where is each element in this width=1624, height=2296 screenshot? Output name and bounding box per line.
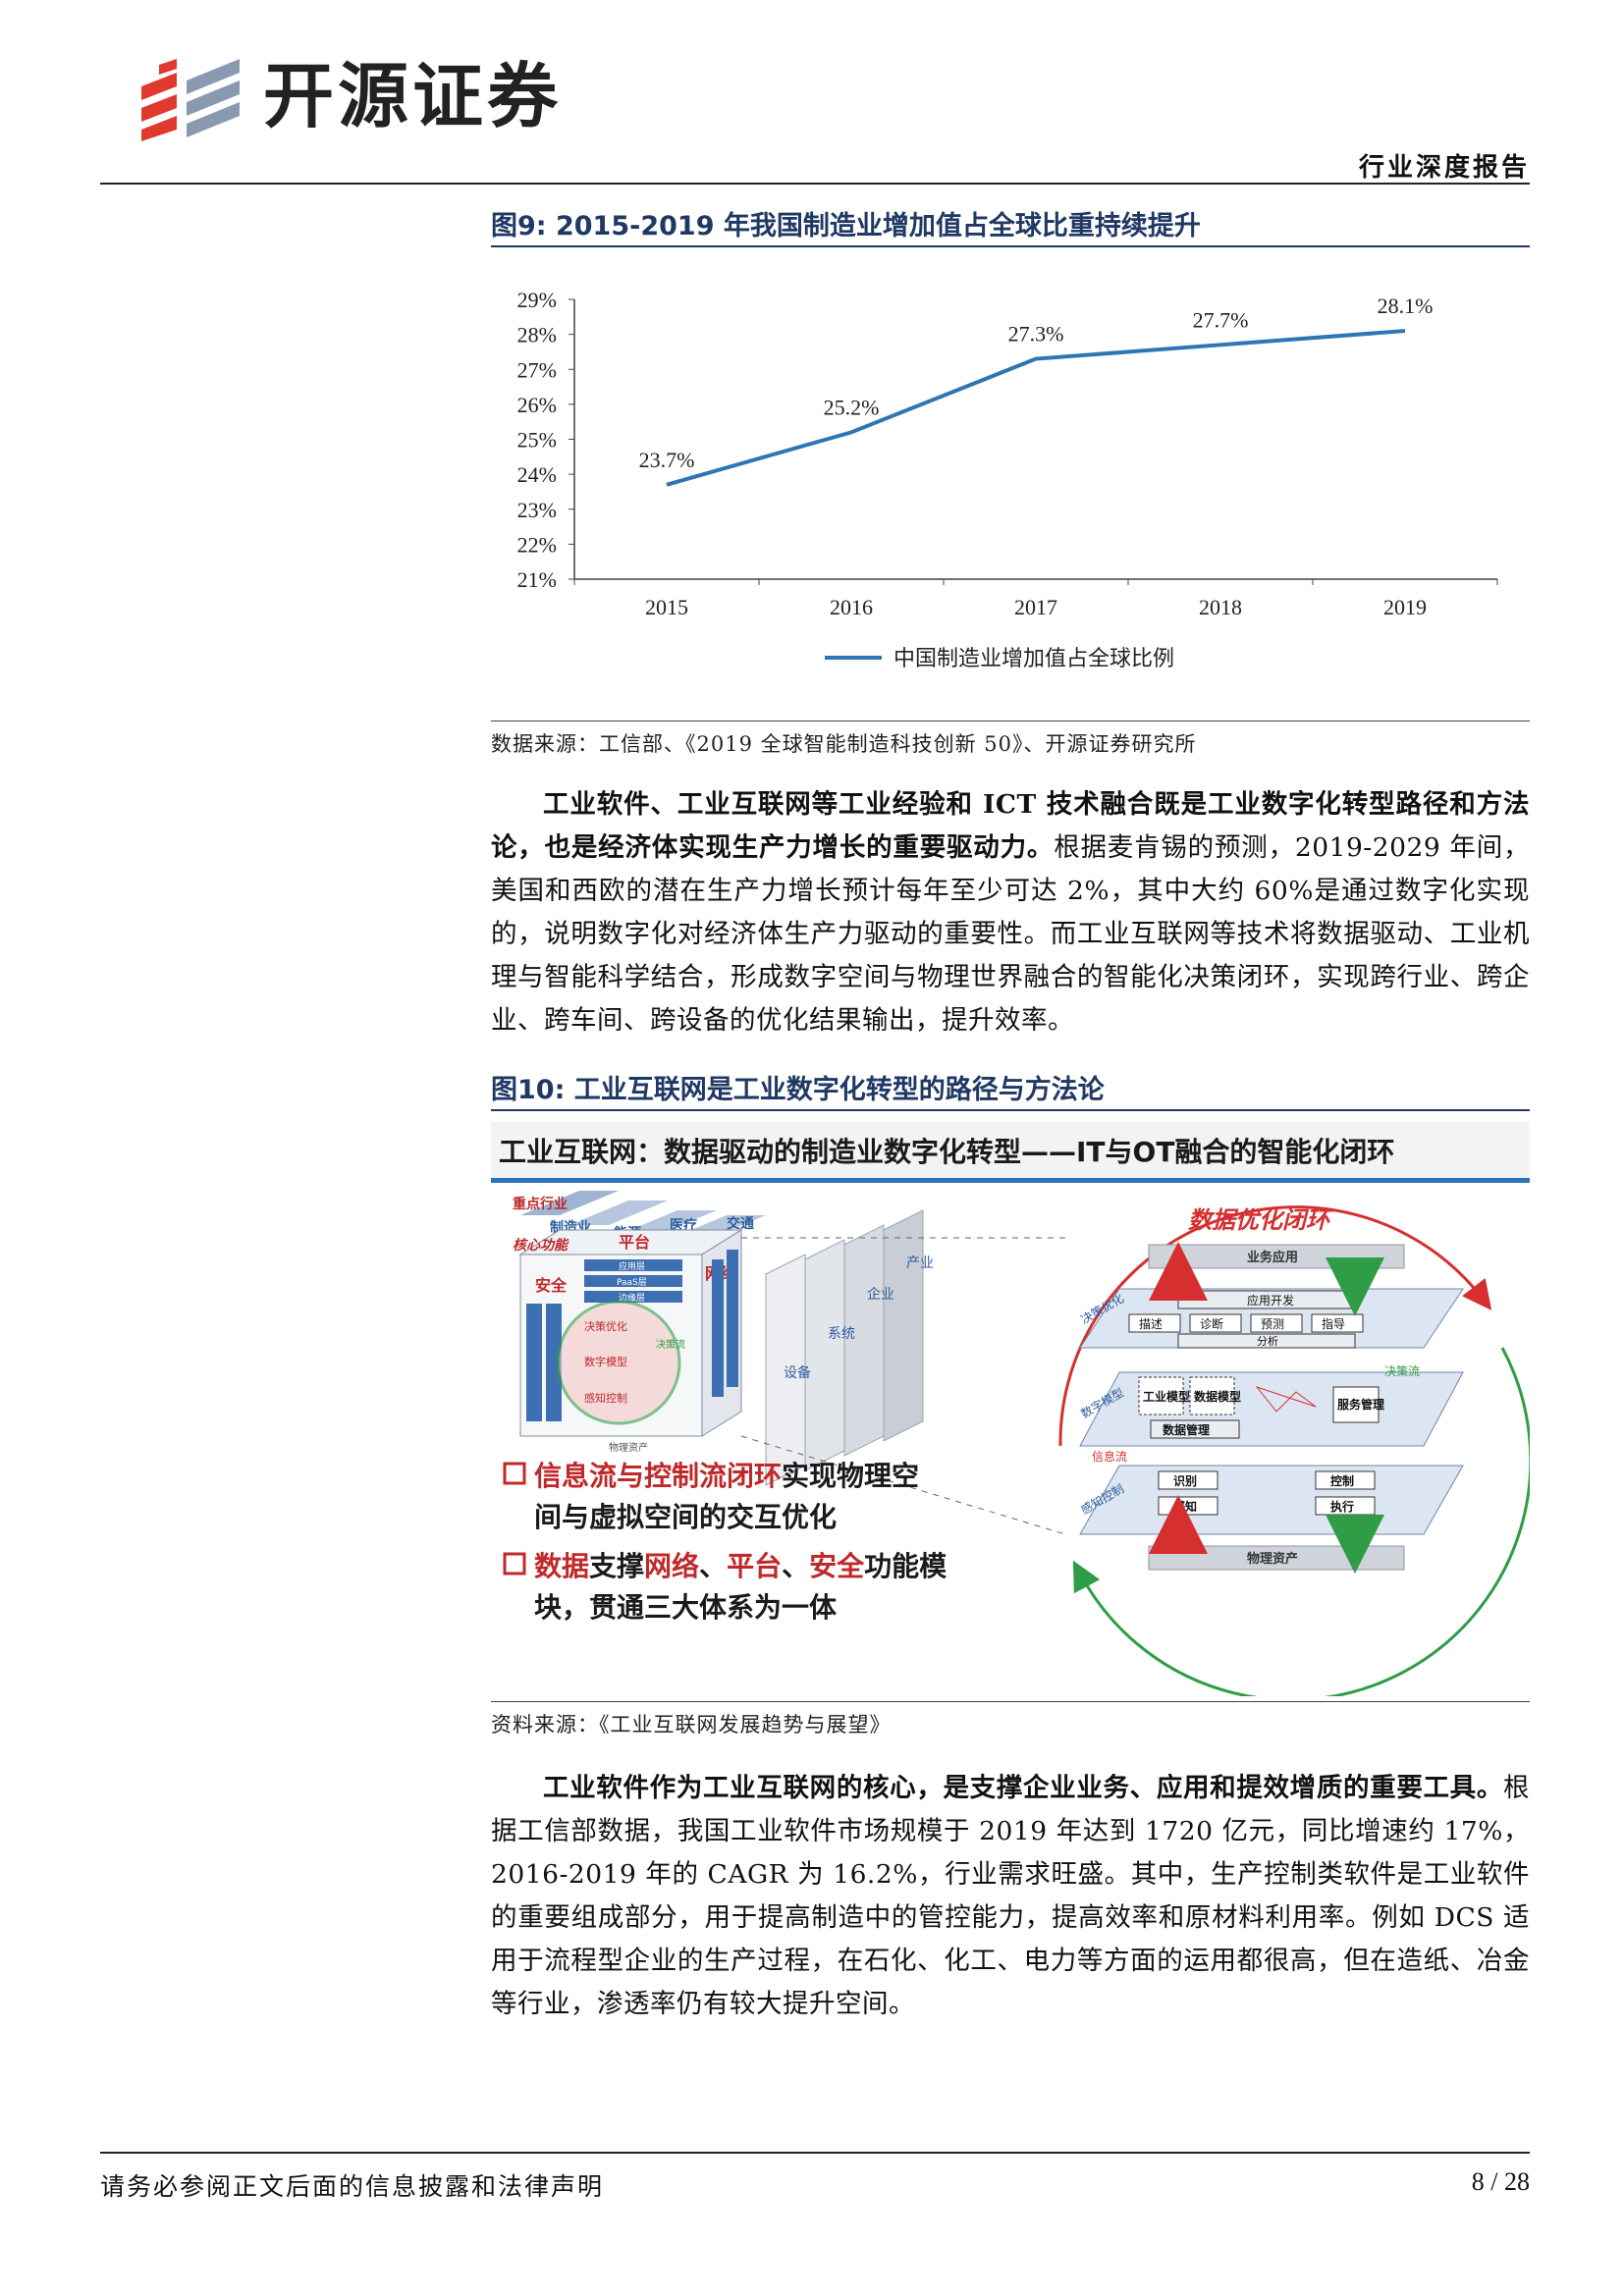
- security-label: 安全: [535, 1276, 568, 1295]
- chart-y-ticks: 29% 28% 27% 26% 25% 24% 23% 22% 21%: [517, 288, 574, 592]
- function-cube: 核心功能 平台 安全 网络 应用层 PaaS层 边缘层 决策优化 数字模型 感知…: [513, 1229, 743, 1454]
- chart-series: [666, 329, 1406, 487]
- banner-background: [491, 1122, 1530, 1181]
- flow-info: 信息流: [1092, 1449, 1127, 1464]
- stack-label-4: 产业: [906, 1255, 934, 1271]
- data-label: 25.2%: [824, 395, 880, 419]
- header-divider: [100, 183, 1530, 185]
- y-tick-label: 28%: [517, 323, 557, 347]
- cube-bottom-label: 物理资产: [609, 1441, 648, 1454]
- chart-legend: 中国制造业增加值占全球比例: [825, 646, 1174, 670]
- stack-label-3: 企业: [867, 1286, 894, 1303]
- paragraph-1-lead: 工业软件、工业互联网等工业经验和 ICT 技术融合既是工业数字化转型路径和方法论…: [491, 789, 1530, 863]
- body-paragraph-1: 工业软件、工业互联网等工业经验和 ICT 技术融合既是工业数字化转型路径和方法论…: [491, 783, 1530, 1042]
- bullet-2-line-2: 块，贯通三大体系为一体: [534, 1591, 838, 1624]
- x-tick-label: 2016: [830, 595, 873, 619]
- box-describe: 描述: [1139, 1317, 1163, 1331]
- loop-flow: 决策流: [656, 1338, 685, 1351]
- stack-label-2: 系统: [828, 1326, 855, 1342]
- platform-label: 平台: [619, 1233, 650, 1252]
- box-guide: 指导: [1322, 1316, 1345, 1331]
- series-line: [666, 329, 1406, 487]
- x-tick-label: 2018: [1199, 595, 1242, 619]
- box-industrial-model: 工业模型: [1143, 1389, 1190, 1404]
- data-optimization-loop: 数据优化闭环 业务应用 应用开发 描述 诊断 预测 指导 分析 决策优化 工业模…: [1058, 1205, 1530, 1696]
- diagram-banner: 工业互联网：数据驱动的制造业数字化转型——IT与OT融合的智能化闭环: [499, 1136, 1394, 1168]
- bullet-1-line-1: 信息流与控制流闭环实现物理空: [534, 1460, 919, 1492]
- box-identify: 识别: [1173, 1474, 1197, 1488]
- tab-key-industries: 重点行业: [513, 1196, 568, 1212]
- tab-transport: 交通: [727, 1215, 754, 1232]
- chart-x-ticks: 2015 2016 2017 2018 2019: [573, 579, 1498, 619]
- x-tick-label: 2019: [1383, 595, 1427, 619]
- chart-data-labels: 23.7% 25.2% 27.3% 27.7% 28.1%: [639, 294, 1434, 472]
- business-apps: 业务应用: [1247, 1250, 1298, 1265]
- bullet-2-line-1: 数据支撑网络、平台、安全功能模: [534, 1550, 947, 1582]
- x-tick-label: 2017: [1014, 595, 1057, 619]
- body-paragraph-2: 工业软件作为工业互联网的核心，是支撑企业业务、应用和提效增质的重要工具。根据工信…: [491, 1767, 1530, 2026]
- stack-planes: 产业 企业 系统 设备: [765, 1209, 934, 1486]
- box-diagnose: 诊断: [1200, 1316, 1223, 1331]
- data-label: 27.3%: [1008, 322, 1064, 347]
- layer-paas: PaaS层: [617, 1277, 647, 1288]
- data-label: 28.1%: [1378, 294, 1434, 318]
- paragraph-2-text: 根据工信部数据，我国工业软件市场规模于 2019 年达到 1720 亿元，同比增…: [491, 1773, 1530, 2019]
- stack-label-1: 设备: [784, 1364, 811, 1381]
- box-execute: 执行: [1330, 1499, 1354, 1514]
- y-tick-label: 24%: [517, 462, 557, 487]
- figure9-title: 图9: 2015-2019 年我国制造业增加值占全球比重持续提升: [491, 211, 1201, 241]
- data-label: 23.7%: [639, 448, 695, 472]
- y-tick-label: 23%: [517, 498, 557, 522]
- figure9-title-rule: [491, 245, 1530, 247]
- loop-model: 数字模型: [584, 1355, 627, 1368]
- figure9-source: 数据来源：工信部、《2019 全球智能制造科技创新 50》、开源证券研究所: [491, 732, 1197, 756]
- y-tick-label: 25%: [517, 428, 557, 453]
- x-tick-label: 2015: [645, 595, 688, 619]
- loop-sense: 感知控制: [584, 1391, 627, 1405]
- core-functions-label: 核心功能: [513, 1237, 569, 1254]
- layer-app: 应用层: [619, 1260, 645, 1272]
- y-tick-label: 27%: [517, 357, 557, 382]
- box-control: 控制: [1330, 1473, 1354, 1488]
- paragraph-2-lead: 工业软件作为工业互联网的核心，是支撑企业业务、应用和提效增质的重要工具。: [543, 1773, 1503, 1803]
- y-tick-label: 22%: [517, 532, 557, 557]
- loop-title: 数据优化闭环: [1188, 1206, 1333, 1234]
- figure10-title-rule: [491, 1109, 1530, 1111]
- box-data-model: 数据模型: [1194, 1389, 1241, 1404]
- figure9-line-chart: 29% 28% 27% 26% 25% 24% 23% 22% 21% 2015 2016 2017…: [517, 288, 1498, 670]
- loop-decision: 决策优化: [584, 1319, 627, 1333]
- bullet-list: 信息流与控制流闭环实现物理空 间与虚拟空间的交互优化 数据支撑网络、平台、安全功…: [503, 1460, 947, 1624]
- bullet-1-line-2: 间与虚拟空间的交互优化: [534, 1501, 837, 1533]
- brand-name: 开源证券: [263, 55, 563, 137]
- y-tick-label: 21%: [517, 567, 557, 592]
- figure10-diagram-image: 工业互联网：数据驱动的制造业数字化转型——IT与OT融合的智能化闭环 产业 企业…: [491, 1122, 1530, 1696]
- figure10-source-rule: [491, 1701, 1530, 1702]
- data-label: 27.7%: [1193, 307, 1249, 332]
- footer-divider: [100, 2152, 1530, 2154]
- figure10-title: 图10: 工业互联网是工业数字化转型的路径与方法论: [491, 1075, 1105, 1105]
- box-sense: 感知: [1173, 1499, 1197, 1514]
- legend-label: 中国制造业增加值占全球比例: [893, 646, 1174, 670]
- y-tick-label: 26%: [517, 393, 557, 417]
- analysis: 分析: [1257, 1334, 1278, 1348]
- flow-decision: 决策流: [1384, 1364, 1420, 1378]
- physical-assets: 物理资产: [1247, 1551, 1298, 1567]
- page-number: 8 / 28: [1471, 2167, 1530, 2196]
- brand-logo-icon: [141, 59, 240, 141]
- paragraph-1-text: 根据麦肯锡的预测，2019-2029 年间，美国和西欧的潜在生产力增长预计每年至…: [491, 832, 1531, 1036]
- service-management: 服务管理: [1337, 1397, 1384, 1412]
- y-tick-label: 29%: [517, 288, 557, 312]
- app-dev: 应用开发: [1247, 1293, 1294, 1308]
- data-management: 数据管理: [1163, 1422, 1210, 1437]
- footer-disclaimer: 请务必参阅正文后面的信息披露和法律声明: [100, 2172, 605, 2201]
- figure10-source: 资料来源：《工业互联网发展趋势与展望》: [491, 1713, 892, 1736]
- box-predict: 预测: [1261, 1317, 1284, 1331]
- report-type: 行业深度报告: [1358, 153, 1530, 183]
